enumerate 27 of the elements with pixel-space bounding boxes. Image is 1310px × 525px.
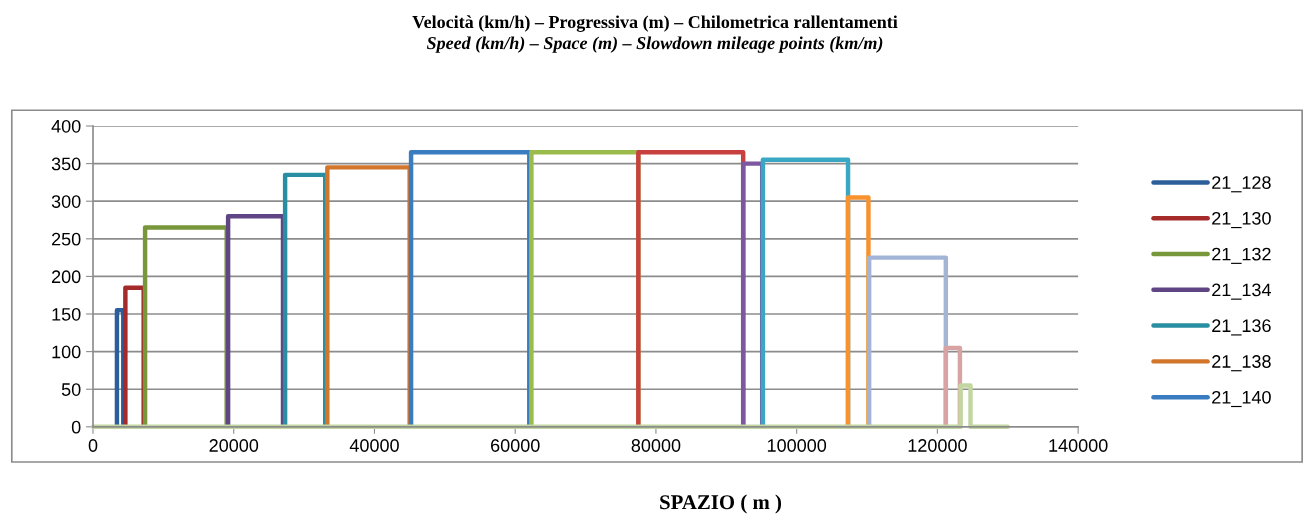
legend-label: 21_134 — [1212, 283, 1271, 300]
x-tick-label: 20000 — [209, 439, 259, 452]
legend-label: 21_136 — [1212, 319, 1271, 336]
x-tick-label: 140000 — [1049, 439, 1108, 452]
x-tick-label: 0 — [88, 439, 98, 452]
x-axis-title: SPAZIO ( m ) — [660, 494, 782, 514]
y-tick-label: 100 — [52, 345, 81, 359]
legend-label: 21_140 — [1212, 390, 1271, 408]
chart-title: Velocità (km/h) – Progressiva (m) – Chilometrica rallentamenti — [412, 15, 898, 32]
y-tick-label: 250 — [51, 232, 81, 246]
x-tick-label: 120000 — [908, 439, 967, 452]
y-tick-label: 300 — [51, 195, 81, 208]
legend-label: 21_138 — [1212, 355, 1271, 372]
x-tick-label: 60000 — [491, 439, 540, 452]
x-tick-label: 80000 — [631, 439, 681, 452]
y-tick-label: 50 — [61, 383, 81, 396]
legend-label: 21_130 — [1212, 211, 1271, 229]
x-tick-label: 100000 — [767, 439, 827, 452]
y-tick-label: 200 — [51, 270, 81, 284]
y-tick-label: 0 — [71, 420, 81, 434]
chart-subtitle: Speed (km/h) – Space (m) – Slowdown mileage points (km/m) — [426, 36, 883, 53]
y-tick-label: 150 — [52, 307, 81, 321]
legend-label: 21_132 — [1212, 247, 1271, 264]
legend-label: 21_128 — [1212, 176, 1271, 193]
y-tick-label: 400 — [51, 119, 81, 133]
y-tick-label: 350 — [51, 157, 81, 171]
x-tick-label: 40000 — [349, 439, 399, 452]
